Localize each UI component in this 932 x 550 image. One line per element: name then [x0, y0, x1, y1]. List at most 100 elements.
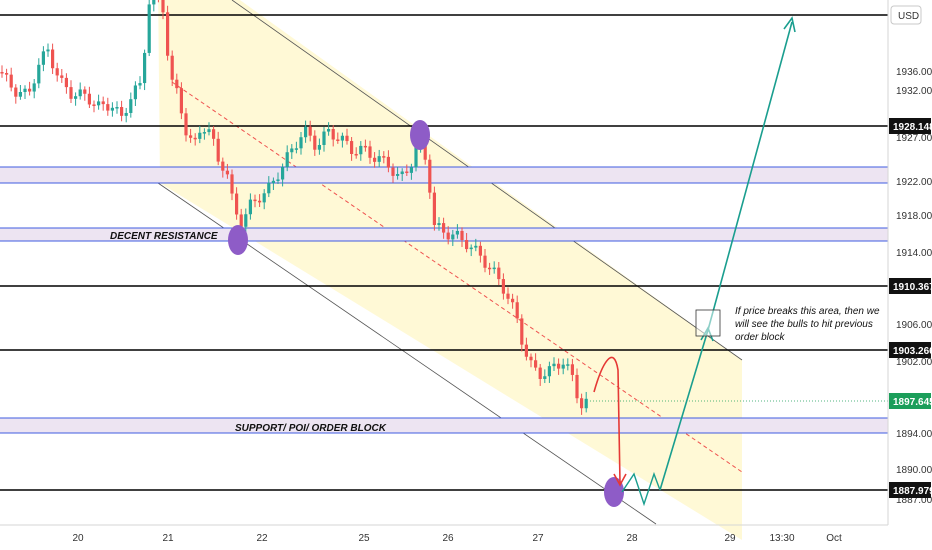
candle-body: [281, 167, 285, 180]
candle-body: [442, 223, 446, 233]
date-tick-label: 13:30: [769, 533, 794, 544]
price-tag-label: 1887.979: [893, 486, 932, 497]
candle-body: [216, 138, 220, 162]
candle-body: [175, 79, 179, 89]
support-label: SUPPORT/ POI/ ORDER BLOCK: [235, 423, 387, 434]
candle-body: [23, 88, 27, 93]
candle-body: [506, 293, 510, 299]
date-tick-label: Oct: [826, 533, 842, 544]
candle-body: [515, 302, 519, 319]
price-tick-label: 1890.000: [896, 465, 932, 476]
date-tick-label: 20: [72, 533, 84, 544]
candle-body: [483, 255, 487, 268]
price-tag-box: [889, 482, 931, 498]
candle-body: [432, 192, 436, 226]
candle-body: [322, 131, 326, 145]
candle-body: [405, 171, 409, 174]
candle-body: [331, 128, 335, 140]
candle-body: [497, 267, 501, 280]
currency-label: USD: [898, 11, 919, 22]
candle-body: [166, 12, 170, 56]
candle-body: [46, 49, 50, 52]
candle-body: [147, 4, 151, 53]
price-tick-label: 1922.000: [896, 177, 932, 188]
price-tag-box: [889, 118, 931, 134]
candle-body: [524, 344, 528, 357]
candle-body: [253, 199, 257, 202]
candle-body: [520, 318, 524, 345]
candle-body: [552, 363, 556, 367]
price-tick-label: 1918.000: [896, 211, 932, 222]
candle-body: [276, 179, 280, 181]
candle-body: [267, 183, 271, 194]
price-tag-label: 1910.367: [893, 282, 932, 293]
date-tick-label: 21: [162, 533, 174, 544]
candle-body: [363, 145, 367, 148]
candle-body: [110, 107, 114, 111]
candle-body: [478, 245, 482, 256]
candle-body: [184, 113, 188, 136]
date-tick-label: 27: [532, 533, 544, 544]
projected-zigzag: [621, 471, 661, 507]
candle-body: [386, 156, 390, 168]
candle-body: [409, 167, 413, 173]
candle-body: [400, 171, 404, 175]
candle-body: [129, 99, 133, 113]
touch-marker-resistance: [228, 225, 248, 255]
candle-body: [474, 245, 478, 248]
candle-body: [138, 83, 142, 86]
price-tick-label: 1887.000: [896, 495, 932, 506]
candle-body: [557, 363, 561, 369]
projected-rally-to-target: [707, 21, 793, 331]
candle-body: [294, 148, 298, 150]
breakout-box: [695, 309, 721, 337]
price-axis[interactable]: [888, 0, 932, 525]
date-tick-label: 29: [724, 533, 736, 544]
candle-body: [179, 88, 183, 114]
candle-body: [87, 93, 91, 105]
price-tick-label: 1914.000: [896, 248, 932, 259]
candle-body: [534, 360, 538, 368]
candle-body: [271, 180, 275, 184]
candle-body: [230, 174, 234, 194]
date-tick-label: 22: [256, 533, 268, 544]
candle-body: [437, 223, 441, 226]
candle-body: [51, 49, 55, 69]
candle-body: [469, 247, 473, 250]
candle-body: [543, 376, 547, 379]
candle-body: [501, 279, 505, 294]
price-tick-label: 1902.000: [896, 357, 932, 368]
candle-body: [60, 75, 64, 78]
candle-body: [382, 156, 386, 158]
price-tick-label: 1894.000: [896, 429, 932, 440]
descending-channel: [158, 0, 742, 540]
candle-body: [285, 152, 289, 168]
candle-body: [69, 87, 73, 99]
candle-body: [465, 240, 469, 250]
candle-body: [92, 104, 96, 106]
candle-body: [368, 146, 372, 158]
candle-body: [5, 73, 9, 75]
candle-body: [584, 398, 588, 409]
candle-body: [575, 374, 579, 399]
candle-body: [377, 156, 381, 162]
price-tag-label: 1897.645: [893, 397, 932, 408]
date-tick-label: 25: [358, 533, 370, 544]
projected-drop-arrow: [593, 356, 621, 484]
candle-body: [9, 74, 13, 88]
candle-body: [170, 55, 174, 80]
candle-body: [143, 52, 147, 84]
candle-body: [488, 267, 492, 270]
candle-body: [460, 230, 464, 241]
currency-button[interactable]: [890, 5, 922, 25]
candle-body: [299, 137, 303, 149]
candle-body: [133, 85, 137, 100]
candle-body: [350, 141, 354, 154]
candle-body: [290, 148, 294, 153]
upper-zone: [0, 167, 888, 183]
candle-body: [570, 364, 574, 375]
projected-rally-to-box: [659, 329, 709, 491]
price-tick-label: 1927.000: [896, 133, 932, 144]
candle-body: [313, 135, 317, 150]
